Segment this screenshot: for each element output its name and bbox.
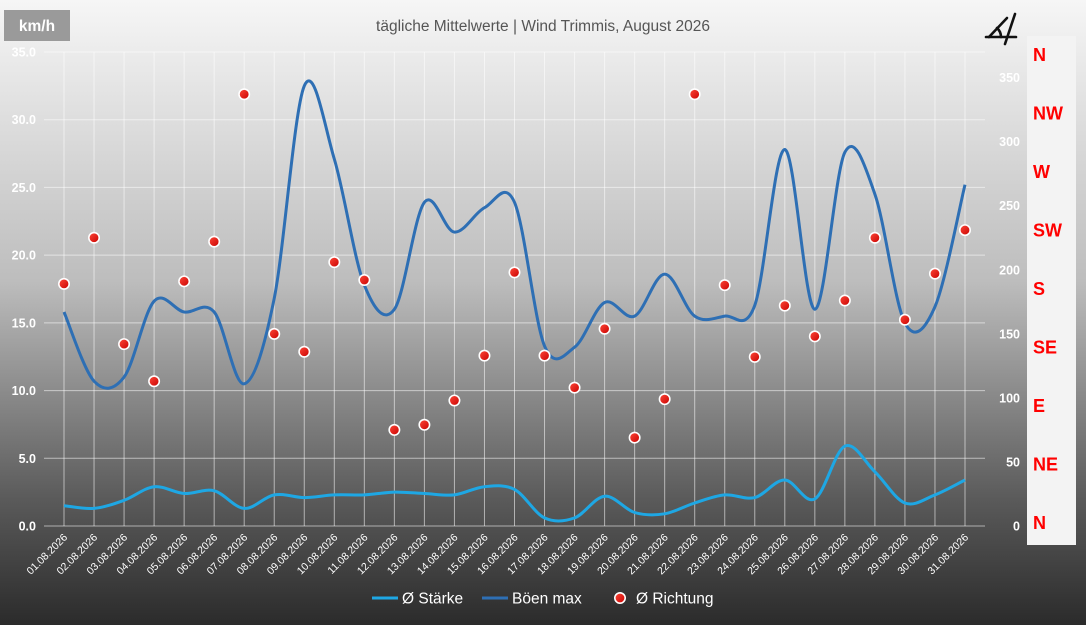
direction-point — [778, 299, 791, 312]
y-tick-right: 100 — [999, 391, 1020, 405]
direction-panel — [1027, 36, 1076, 545]
legend-label-staerke: Ø Stärke — [402, 591, 463, 608]
y-tick-right: 150 — [999, 327, 1020, 341]
series-line-boeen-max — [62, 79, 967, 390]
y-axis-left: 0.0 5.0 10.0 15.0 20.0 25.0 30.0 35.0 — [12, 46, 36, 534]
direction-point — [958, 224, 971, 237]
direction-label: N — [1033, 45, 1046, 65]
direction-point — [628, 431, 641, 444]
y-tick-right: 50 — [1006, 455, 1020, 469]
direction-point — [598, 322, 611, 335]
direction-point — [298, 345, 311, 358]
y-tick-right: 250 — [999, 199, 1020, 213]
direction-point — [688, 88, 701, 101]
angle-icon — [984, 12, 1018, 46]
direction-point — [88, 231, 101, 244]
y-tick-left: 5.0 — [19, 452, 36, 466]
y-tick-left: 35.0 — [12, 46, 36, 60]
y-tick-left: 0.0 — [19, 520, 36, 534]
y-tick-right: 200 — [999, 263, 1020, 277]
direction-point — [538, 349, 551, 362]
direction-label: N — [1033, 513, 1046, 533]
direction-labels: N NW W SW S SE E NE N — [1033, 45, 1063, 533]
direction-label: E — [1033, 396, 1045, 416]
direction-point — [808, 330, 821, 343]
direction-point — [448, 394, 461, 407]
direction-point — [478, 349, 491, 362]
direction-point — [928, 267, 941, 280]
direction-label: SW — [1033, 221, 1062, 241]
direction-label: SE — [1033, 338, 1057, 358]
direction-point — [718, 279, 731, 292]
legend: Ø Stärke Böen max Ø Richtung — [372, 591, 714, 608]
y-axis-right: 0 50 100 150 200 250 300 350 — [999, 71, 1020, 533]
y-tick-left: 25.0 — [12, 181, 36, 195]
direction-label: NE — [1033, 455, 1058, 475]
direction-point — [388, 423, 401, 436]
direction-point — [748, 350, 761, 363]
legend-swatch-richtung — [613, 591, 626, 604]
legend-label-boeen: Böen max — [512, 591, 582, 608]
unit-badge-background — [4, 10, 70, 41]
direction-point — [838, 294, 851, 307]
legend-label-richtung: Ø Richtung — [636, 591, 714, 608]
y-tick-right: 300 — [999, 135, 1020, 149]
direction-point — [508, 266, 521, 279]
chart-title: tägliche Mittelwerte | Wind Trimmis, Aug… — [376, 18, 710, 35]
y-tick-right: 350 — [999, 71, 1020, 85]
direction-point — [418, 418, 431, 431]
direction-points — [57, 88, 971, 444]
direction-point — [358, 274, 371, 287]
direction-label: NW — [1033, 104, 1063, 124]
direction-label: W — [1033, 162, 1050, 182]
direction-point — [178, 275, 191, 288]
y-tick-left: 30.0 — [12, 113, 36, 127]
direction-point — [568, 381, 581, 394]
unit-badge: km/h — [19, 18, 55, 35]
series-lines — [62, 79, 967, 523]
direction-point — [898, 313, 911, 326]
direction-point — [57, 277, 70, 290]
direction-point — [148, 375, 161, 388]
y-tick-left: 10.0 — [12, 384, 36, 398]
direction-label: S — [1033, 279, 1045, 299]
y-tick-left: 15.0 — [12, 316, 36, 330]
direction-point — [868, 231, 881, 244]
direction-point — [658, 393, 671, 406]
direction-point — [118, 338, 131, 351]
direction-point — [268, 327, 281, 340]
y-tick-left: 20.0 — [12, 249, 36, 263]
series-line-staerke — [63, 444, 966, 523]
direction-point — [328, 256, 341, 269]
direction-point — [208, 235, 221, 248]
y-tick-right: 0 — [1013, 520, 1020, 534]
direction-point — [238, 88, 251, 101]
